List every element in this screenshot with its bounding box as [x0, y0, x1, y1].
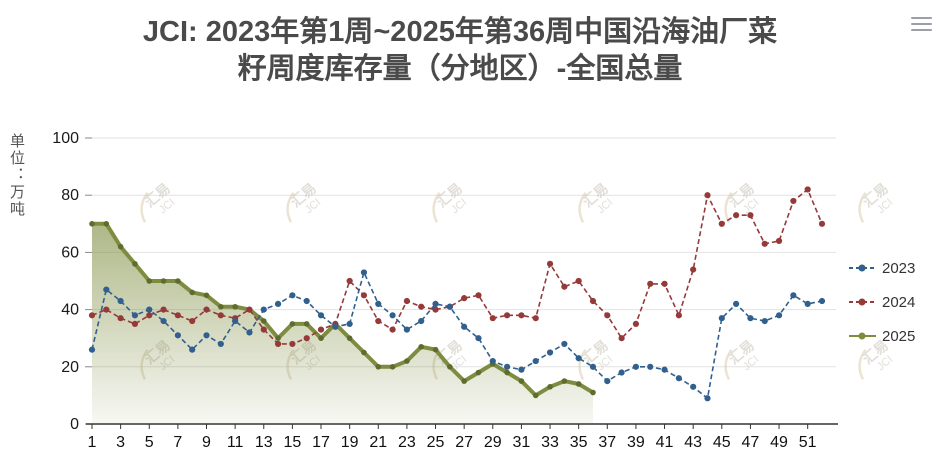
svg-text:27: 27 — [455, 434, 473, 451]
chart-title: JCI: 2023年第1周~2025年第36周中国沿海油厂菜 籽周度库存量（分地… — [40, 14, 880, 87]
menu-icon-bar — [911, 28, 932, 31]
svg-text:33: 33 — [541, 434, 559, 451]
series-2025 — [89, 221, 596, 424]
svg-text:60: 60 — [61, 244, 79, 261]
legend: 2023 2024 2025 — [849, 251, 915, 353]
svg-text:31: 31 — [513, 434, 531, 451]
svg-text:19: 19 — [341, 434, 359, 451]
chart-title-line1: JCI: 2023年第1周~2025年第36周中国沿海油厂菜 — [142, 16, 778, 48]
svg-text:17: 17 — [312, 434, 330, 451]
svg-text:20: 20 — [61, 359, 79, 376]
legend-label-2025: 2025 — [882, 327, 916, 345]
chart-title-line2: 籽周度库存量（分地区）-全国总量 — [237, 52, 683, 85]
x-axis: 1 3 5 7 9 11 13 15 17 19 21 23 25 27 29 31 33 35 37 39 41 43 4… — [86, 423, 838, 451]
svg-text:40: 40 — [61, 302, 79, 319]
legend-line-icon — [849, 264, 876, 272]
svg-text:47: 47 — [742, 434, 760, 451]
svg-text:80: 80 — [61, 187, 79, 204]
svg-text:37: 37 — [598, 434, 616, 451]
svg-text:41: 41 — [656, 434, 674, 451]
svg-text:11: 11 — [227, 434, 244, 451]
svg-text:3: 3 — [116, 434, 125, 451]
svg-text:0: 0 — [70, 416, 79, 433]
legend-label-2023: 2023 — [882, 259, 916, 277]
svg-text:43: 43 — [684, 434, 702, 451]
menu-icon-bar — [911, 16, 932, 19]
menu-icon-bar — [911, 22, 932, 25]
svg-text:45: 45 — [713, 434, 731, 451]
svg-text:35: 35 — [570, 434, 588, 451]
svg-text:9: 9 — [202, 434, 211, 451]
svg-text:100: 100 — [52, 130, 79, 147]
legend-line-icon — [849, 298, 876, 306]
svg-text:39: 39 — [627, 434, 645, 451]
svg-text:13: 13 — [255, 434, 273, 451]
svg-text:49: 49 — [770, 434, 788, 451]
y-axis-title: 单位：万吨 — [8, 133, 25, 218]
svg-text:5: 5 — [145, 434, 154, 451]
svg-text:25: 25 — [427, 434, 445, 451]
svg-text:1: 1 — [88, 434, 97, 451]
svg-text:15: 15 — [283, 434, 301, 451]
svg-text:29: 29 — [484, 434, 502, 451]
svg-text:7: 7 — [173, 434, 182, 451]
menu-icon[interactable] — [911, 13, 932, 35]
legend-label-2024: 2024 — [882, 293, 916, 311]
legend-line-icon — [849, 332, 876, 340]
legend-item-2023[interactable]: 2023 — [849, 251, 915, 285]
svg-text:51: 51 — [799, 434, 817, 451]
legend-item-2024[interactable]: 2024 — [849, 285, 915, 319]
svg-text:21: 21 — [369, 434, 387, 451]
series-2023 — [88, 269, 826, 402]
legend-item-2025[interactable]: 2025 — [849, 319, 915, 353]
svg-text:23: 23 — [398, 434, 416, 451]
